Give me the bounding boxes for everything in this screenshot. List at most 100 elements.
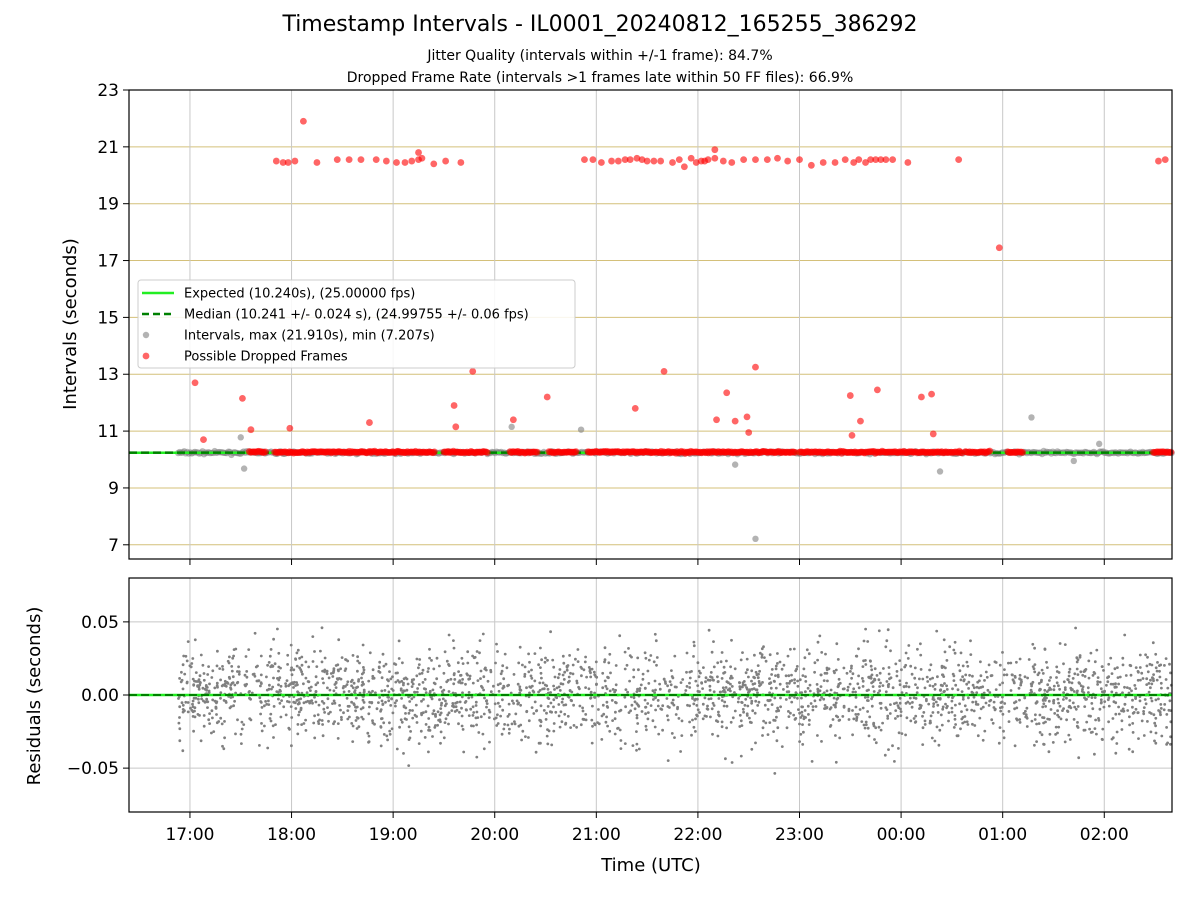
residual-point <box>277 678 281 682</box>
dropped-frame-point <box>572 448 580 456</box>
dropped-frame-point <box>543 393 551 401</box>
residual-point <box>237 665 241 669</box>
residual-point <box>589 675 593 679</box>
residual-point <box>181 663 185 667</box>
residual-point <box>761 726 765 730</box>
residual-point <box>381 703 385 706</box>
residual-point <box>696 661 700 665</box>
residual-point <box>378 660 382 664</box>
residual-point <box>334 686 338 689</box>
residual-point <box>467 714 471 717</box>
residual-point <box>486 679 490 683</box>
residual-point <box>1142 706 1146 709</box>
residual-point <box>1150 699 1154 703</box>
residual-point <box>695 704 699 707</box>
residual-point <box>883 753 887 757</box>
residual-point <box>221 744 224 748</box>
residual-point <box>289 643 293 647</box>
residual-point <box>1045 690 1049 693</box>
residual-point <box>1057 684 1060 688</box>
residual-point <box>1121 656 1125 660</box>
residual-point <box>523 665 527 669</box>
residual-point <box>1120 719 1124 723</box>
residual-point <box>801 743 805 746</box>
residual-point <box>834 701 838 705</box>
residual-point <box>212 730 216 733</box>
residual-point <box>1046 683 1050 687</box>
residual-point <box>402 681 405 685</box>
residual-point <box>820 696 823 699</box>
dropped-frame-point <box>299 117 307 125</box>
residual-point <box>228 706 232 710</box>
residual-point <box>945 684 948 688</box>
residual-point <box>339 708 342 712</box>
dropped-frame-point <box>614 157 622 165</box>
residual-point <box>358 661 361 665</box>
residual-point <box>932 698 936 702</box>
residual-point <box>279 666 282 670</box>
residual-point <box>417 663 421 666</box>
residual-point <box>398 725 401 729</box>
residual-point <box>886 628 890 632</box>
residual-point <box>1071 688 1074 691</box>
residual-point <box>337 677 341 680</box>
residual-point <box>461 678 464 681</box>
dropped-frame-point <box>597 159 605 166</box>
dropped-frame-point <box>846 392 854 399</box>
residual-point <box>866 695 870 699</box>
residual-point <box>1138 653 1142 657</box>
residual-point <box>1063 740 1067 744</box>
residual-point <box>748 716 751 720</box>
residual-point <box>418 658 422 661</box>
residual-point <box>447 722 450 726</box>
residual-point <box>499 714 502 718</box>
residual-point <box>434 724 437 727</box>
residual-point <box>269 648 273 651</box>
residual-point <box>317 703 321 707</box>
residual-point <box>390 697 393 700</box>
dropped-frame-point <box>191 379 199 387</box>
dropped-frame-point <box>284 159 292 166</box>
residual-point <box>887 748 890 751</box>
residual-point <box>451 702 455 705</box>
residual-point <box>1107 662 1111 666</box>
residual-point <box>590 718 594 722</box>
residual-point <box>813 661 817 665</box>
residual-point <box>527 736 530 739</box>
residual-point <box>1144 702 1148 706</box>
residual-point <box>624 688 628 691</box>
residual-point <box>988 691 992 694</box>
residual-point <box>331 671 335 675</box>
residual-point <box>397 639 401 643</box>
residual-point <box>421 711 425 715</box>
residual-point <box>1007 661 1010 665</box>
residual-point <box>719 660 723 664</box>
residual-point <box>653 679 657 683</box>
residual-point <box>855 715 859 719</box>
residual-point <box>1011 678 1015 682</box>
residual-point <box>775 739 779 743</box>
residual-point <box>1107 704 1111 708</box>
residual-point <box>320 626 324 630</box>
residual-point <box>456 661 460 665</box>
residual-point <box>789 647 792 651</box>
residual-point <box>1025 706 1029 710</box>
residual-point <box>878 689 882 693</box>
residual-point <box>629 709 632 713</box>
residual-point <box>1075 667 1079 671</box>
residual-point <box>178 739 182 743</box>
residual-point <box>447 690 451 693</box>
residual-point <box>189 706 192 710</box>
residual-point <box>696 684 700 687</box>
residual-point <box>972 686 976 690</box>
residual-point <box>722 704 726 708</box>
residual-point <box>1154 724 1157 728</box>
residual-point <box>681 678 685 681</box>
residual-point <box>939 713 943 717</box>
residual-point <box>733 691 736 694</box>
residual-point <box>1111 736 1115 740</box>
residual-point <box>743 683 747 687</box>
residual-point <box>300 655 304 659</box>
residual-point <box>191 705 195 709</box>
residual-point <box>361 698 365 702</box>
